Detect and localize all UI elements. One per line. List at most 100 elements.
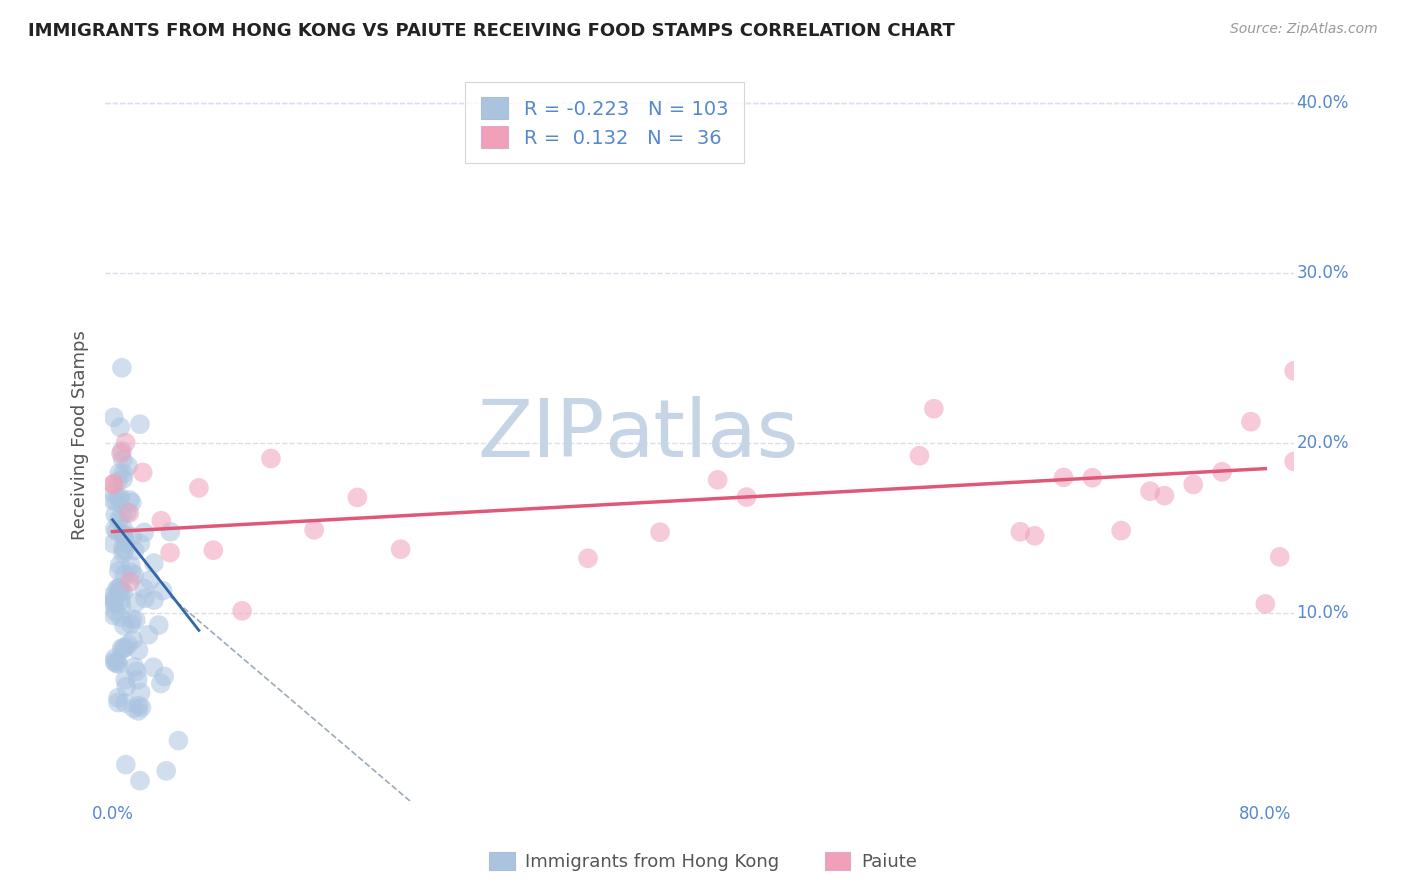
Point [104, 651, 127, 665]
Point [118, 574, 141, 589]
Legend: Immigrants from Hong Kong, Paiute: Immigrants from Hong Kong, Paiute [482, 845, 924, 879]
Point [132, 582, 155, 596]
Point [121, 566, 143, 580]
Point [131, 700, 153, 714]
Point [114, 640, 136, 655]
Point [1182, 477, 1205, 491]
Legend: R = -0.223   N = 103, R =  0.132   N =  36: R = -0.223 N = 103, R = 0.132 N = 36 [465, 82, 744, 163]
Point [1254, 597, 1277, 611]
Point [111, 444, 134, 458]
Point [120, 617, 142, 632]
Point [1024, 529, 1046, 543]
Point [105, 655, 128, 669]
Point [202, 543, 225, 558]
Point [112, 543, 135, 558]
Point [153, 669, 176, 683]
Point [101, 589, 124, 603]
Point [735, 490, 758, 504]
Point [110, 593, 132, 607]
Point [129, 417, 152, 432]
Point [107, 491, 129, 506]
Text: IMMIGRANTS FROM HONG KONG VS PAIUTE RECEIVING FOOD STAMPS CORRELATION CHART: IMMIGRANTS FROM HONG KONG VS PAIUTE RECE… [28, 22, 955, 40]
Text: Source: ZipAtlas.com: Source: ZipAtlas.com [1230, 22, 1378, 37]
Point [114, 696, 136, 710]
Point [167, 733, 190, 747]
Point [1268, 549, 1291, 564]
Text: 10.0%: 10.0% [1296, 605, 1348, 623]
Point [110, 420, 132, 434]
Point [121, 612, 143, 626]
Point [114, 435, 136, 450]
Point [149, 676, 172, 690]
Point [159, 546, 181, 560]
Point [152, 583, 174, 598]
Point [110, 446, 132, 460]
Point [108, 581, 131, 595]
Text: 30.0%: 30.0% [1296, 264, 1348, 282]
Point [120, 558, 142, 573]
Point [127, 673, 149, 687]
Point [908, 449, 931, 463]
Point [105, 494, 128, 508]
Point [103, 608, 125, 623]
Y-axis label: Receiving Food Stamps: Receiving Food Stamps [72, 330, 89, 540]
Point [104, 605, 127, 619]
Point [112, 472, 135, 486]
Point [110, 491, 132, 505]
Point [103, 592, 125, 607]
Point [1081, 471, 1104, 485]
Point [108, 558, 131, 572]
Point [128, 698, 150, 713]
Point [132, 466, 155, 480]
Point [118, 493, 141, 508]
Text: atlas: atlas [605, 395, 799, 474]
Point [107, 564, 129, 578]
Point [142, 660, 165, 674]
Point [112, 619, 135, 633]
Point [346, 491, 368, 505]
Point [103, 477, 125, 491]
Point [302, 523, 325, 537]
Point [143, 593, 166, 607]
Point [117, 637, 139, 651]
Point [114, 673, 136, 687]
Point [112, 522, 135, 536]
Point [114, 536, 136, 550]
Point [134, 591, 156, 606]
Point [125, 613, 148, 627]
Point [103, 486, 125, 500]
Text: ZIP: ZIP [477, 395, 605, 474]
Point [138, 628, 160, 642]
Point [112, 467, 135, 481]
Point [111, 641, 134, 656]
Point [103, 477, 125, 491]
Point [127, 704, 149, 718]
Point [125, 595, 148, 609]
Point [107, 696, 129, 710]
Point [706, 473, 728, 487]
Point [129, 773, 152, 788]
Point [134, 525, 156, 540]
Point [122, 701, 145, 715]
Point [114, 757, 136, 772]
Point [1211, 465, 1233, 479]
Point [125, 665, 148, 679]
Point [111, 452, 134, 467]
Point [103, 410, 125, 425]
Point [108, 580, 131, 594]
Point [111, 541, 134, 555]
Point [576, 551, 599, 566]
Point [101, 595, 124, 609]
Point [1052, 470, 1074, 484]
Point [110, 610, 132, 624]
Point [118, 506, 141, 520]
Point [124, 660, 146, 674]
Point [112, 585, 135, 599]
Point [139, 573, 162, 587]
Point [112, 546, 135, 560]
Point [648, 525, 671, 540]
Point [115, 505, 138, 519]
Point [107, 475, 129, 489]
Point [107, 690, 129, 705]
Point [122, 568, 145, 582]
